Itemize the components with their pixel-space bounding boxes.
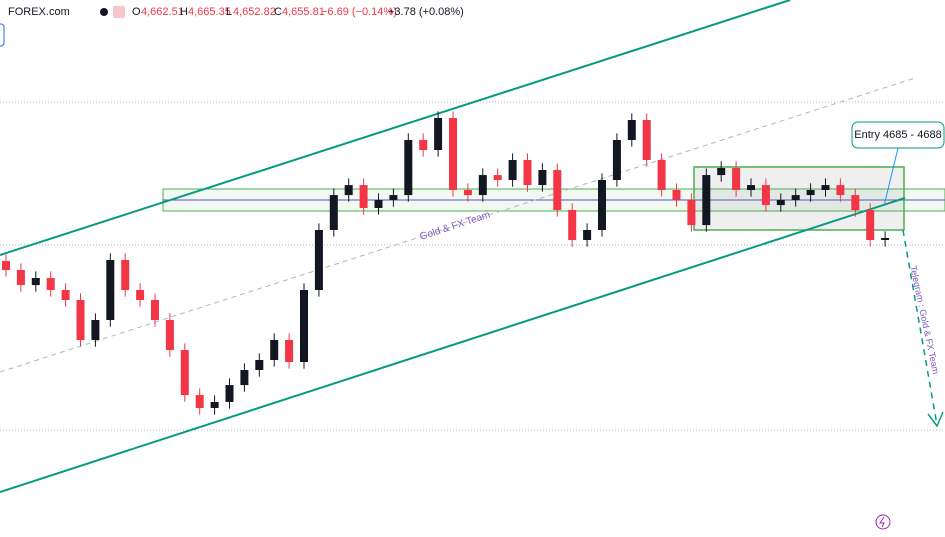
- candle-body: [583, 230, 592, 240]
- l-value: 4,652.82: [233, 6, 276, 18]
- c-value: 4,655.81: [282, 6, 325, 18]
- candle-body: [225, 385, 234, 402]
- h-value: 4,665.35: [188, 6, 231, 18]
- candle-body: [255, 360, 264, 370]
- candle-body: [747, 185, 755, 190]
- callout-box: [851, 121, 945, 149]
- candle-body: [553, 170, 562, 210]
- candle-body: [374, 200, 383, 208]
- candle-body: [612, 140, 621, 180]
- candle-body: [568, 210, 577, 240]
- candle-body: [672, 190, 681, 200]
- entry-label: Entry 4685 - 4688: [854, 129, 941, 141]
- candle-body: [523, 160, 532, 186]
- candle-body: [493, 175, 502, 180]
- o-value: 4,662.51: [141, 6, 184, 18]
- icon: [100, 8, 108, 16]
- candle-body: [16, 270, 25, 286]
- candle-body: [478, 175, 487, 196]
- candle-body: [210, 402, 219, 408]
- candle-body: [195, 395, 204, 408]
- candle-body: [821, 185, 830, 190]
- candle-body: [806, 190, 815, 196]
- c-label: C: [274, 6, 282, 18]
- candle-body: [627, 120, 636, 140]
- candle-body: [598, 180, 606, 230]
- candle-body: [508, 160, 517, 180]
- candle-body: [657, 160, 666, 190]
- candle-body: [359, 185, 368, 208]
- lightning-icon[interactable]: [875, 514, 891, 530]
- telegram-text: Telegram : Gold & FX Team: [908, 265, 941, 375]
- o-label: O: [132, 6, 141, 18]
- candle-body: [106, 260, 115, 320]
- candle-body: [702, 175, 711, 226]
- candle-body: [329, 195, 338, 230]
- channel-top: [0, 0, 791, 256]
- candle-body: [761, 185, 770, 206]
- candle-body: [419, 140, 428, 150]
- candle-body: [2, 261, 10, 270]
- l-label: L: [226, 6, 232, 18]
- candle-body: [732, 168, 741, 190]
- change: −6.69 (−0.14%): [321, 6, 397, 18]
- h-label: H: [180, 6, 188, 18]
- extra: +3.78 (+0.08%): [388, 6, 464, 18]
- candle-body: [300, 290, 308, 362]
- candle-body: [791, 195, 800, 200]
- candle-body: [836, 185, 845, 196]
- candle-body: [136, 290, 145, 300]
- icon: [113, 6, 125, 18]
- candle-body: [76, 300, 85, 340]
- candle-body: [881, 238, 890, 240]
- candle-body: [687, 200, 696, 226]
- candle-body: [776, 200, 785, 206]
- lightning-bolt: [879, 516, 885, 528]
- candle-body: [121, 260, 130, 290]
- candle-body: [642, 120, 651, 160]
- candle-body: [851, 195, 860, 210]
- candle-body: [314, 230, 323, 290]
- candle-body: [538, 170, 547, 186]
- candle-body: [151, 300, 159, 320]
- candle-body: [91, 320, 100, 340]
- watermark-text: Gold & FX Team: [419, 210, 492, 243]
- candle-body: [434, 118, 443, 150]
- candle-body: [344, 185, 353, 196]
- candle-body: [449, 118, 457, 190]
- candle-body: [180, 350, 189, 396]
- candle-body: [404, 140, 413, 196]
- candle-body: [240, 370, 249, 386]
- channel-mid: [0, 77, 916, 373]
- candle-body: [61, 290, 70, 300]
- candle-body: [866, 210, 875, 240]
- candle-body: [717, 168, 726, 176]
- candle-body: [285, 340, 294, 362]
- candle-body: [165, 320, 174, 350]
- arrow-head: [927, 411, 944, 428]
- candle-body: [389, 195, 398, 200]
- channel-bottom: [0, 197, 906, 493]
- candle-body: [31, 278, 40, 286]
- candle-body: [463, 190, 472, 196]
- callout-line: [883, 147, 899, 207]
- symbol: FOREX.com: [8, 6, 70, 18]
- candle-body: [46, 278, 55, 290]
- candle-body: [270, 340, 279, 360]
- side-button[interactable]: [0, 23, 5, 47]
